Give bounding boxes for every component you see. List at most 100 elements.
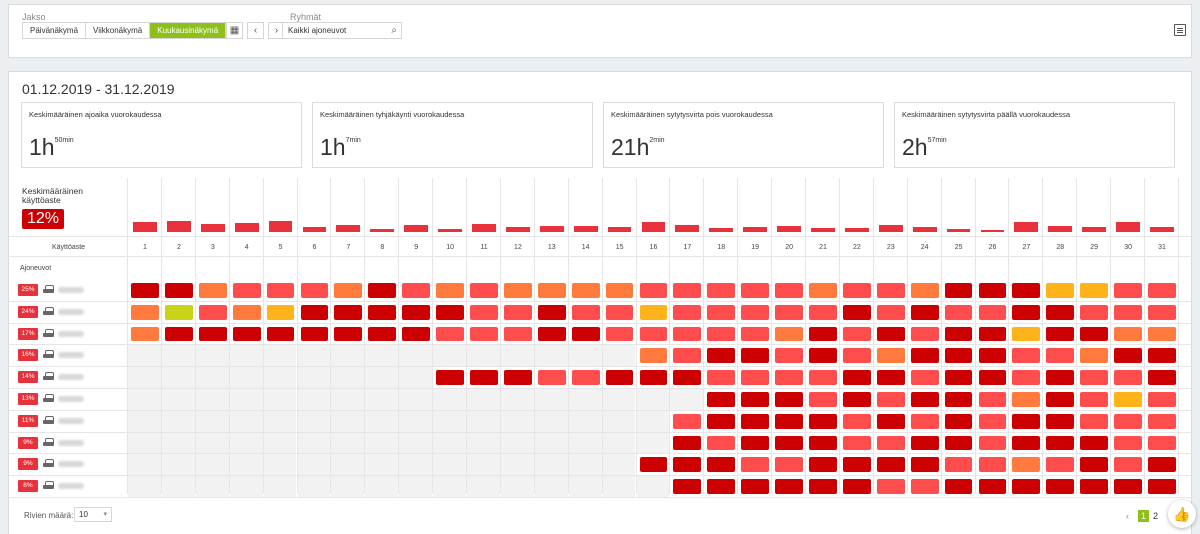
usage-cell[interactable] xyxy=(1046,435,1075,451)
usage-cell[interactable] xyxy=(673,348,702,364)
usage-cell[interactable] xyxy=(537,283,566,298)
usage-cell[interactable] xyxy=(334,283,363,298)
usage-cell[interactable] xyxy=(944,326,973,342)
usage-cell[interactable] xyxy=(978,435,1007,451)
usage-cell[interactable] xyxy=(1114,479,1142,494)
usage-cell[interactable] xyxy=(775,435,803,451)
usage-cell[interactable] xyxy=(876,348,905,364)
usage-cell[interactable] xyxy=(809,435,837,451)
usage-cell[interactable] xyxy=(1046,370,1075,385)
usage-cell[interactable] xyxy=(775,392,803,407)
usage-cell[interactable] xyxy=(1046,283,1075,298)
chevron-left-icon[interactable]: ‹ xyxy=(1126,511,1129,521)
usage-cell[interactable] xyxy=(707,479,736,494)
usage-cell[interactable] xyxy=(741,413,770,429)
usage-cell[interactable] xyxy=(842,392,871,407)
usage-cell[interactable] xyxy=(334,304,363,320)
usage-cell[interactable] xyxy=(775,348,803,364)
usage-cell[interactable] xyxy=(707,392,736,407)
usage-cell[interactable] xyxy=(436,370,464,385)
usage-cell[interactable] xyxy=(876,304,905,320)
usage-cell[interactable] xyxy=(571,370,600,385)
usage-cell[interactable] xyxy=(978,479,1007,494)
usage-cell[interactable] xyxy=(741,457,770,473)
usage-cell[interactable] xyxy=(707,326,736,342)
usage-cell[interactable] xyxy=(131,283,159,298)
usage-cell[interactable] xyxy=(1148,392,1176,407)
usage-cell[interactable] xyxy=(944,304,973,320)
usage-cell[interactable] xyxy=(944,370,973,385)
usage-cell[interactable] xyxy=(910,283,939,298)
usage-cell[interactable] xyxy=(809,283,837,298)
usage-cell[interactable] xyxy=(876,435,905,451)
usage-cell[interactable] xyxy=(978,370,1007,385)
usage-cell[interactable] xyxy=(436,304,464,320)
usage-cell[interactable] xyxy=(537,370,566,385)
usage-cell[interactable] xyxy=(1114,348,1142,364)
usage-cell[interactable] xyxy=(842,304,871,320)
usage-cell[interactable] xyxy=(1012,392,1041,407)
usage-cell[interactable] xyxy=(707,413,736,429)
usage-cell[interactable] xyxy=(707,435,736,451)
usage-cell[interactable] xyxy=(1080,479,1109,494)
usage-cell[interactable] xyxy=(232,304,261,320)
usage-cell[interactable] xyxy=(910,392,939,407)
usage-cell[interactable] xyxy=(639,370,668,385)
vehicle-plate[interactable] xyxy=(58,352,84,359)
usage-cell[interactable] xyxy=(198,283,227,298)
usage-cell[interactable] xyxy=(164,326,193,342)
usage-cell[interactable] xyxy=(910,413,939,429)
usage-cell[interactable] xyxy=(571,304,600,320)
usage-cell[interactable] xyxy=(402,326,431,342)
usage-cell[interactable] xyxy=(470,326,498,342)
usage-cell[interactable] xyxy=(1148,457,1176,473)
usage-cell[interactable] xyxy=(910,457,939,473)
usage-cell[interactable] xyxy=(673,304,702,320)
usage-cell[interactable] xyxy=(673,435,702,451)
usage-cell[interactable] xyxy=(707,370,736,385)
usage-cell[interactable] xyxy=(1148,413,1176,429)
usage-cell[interactable] xyxy=(1012,413,1041,429)
chevron-left-icon[interactable]: ‹ xyxy=(247,22,264,39)
vehicle-plate[interactable] xyxy=(58,461,84,468)
vehicle-plate[interactable] xyxy=(58,483,84,490)
usage-cell[interactable] xyxy=(131,304,159,320)
usage-cell[interactable] xyxy=(775,370,803,385)
usage-cell[interactable] xyxy=(164,304,193,320)
usage-cell[interactable] xyxy=(300,283,329,298)
usage-cell[interactable] xyxy=(741,435,770,451)
usage-cell[interactable] xyxy=(673,283,702,298)
day-view-button[interactable]: Päivänäkymä xyxy=(23,23,87,38)
usage-cell[interactable] xyxy=(775,479,803,494)
usage-cell[interactable] xyxy=(300,304,329,320)
usage-cell[interactable] xyxy=(842,413,871,429)
usage-cell[interactable] xyxy=(809,326,837,342)
usage-cell[interactable] xyxy=(944,413,973,429)
usage-cell[interactable] xyxy=(1080,370,1109,385)
usage-cell[interactable] xyxy=(1080,348,1109,364)
usage-cell[interactable] xyxy=(876,457,905,473)
usage-cell[interactable] xyxy=(842,370,871,385)
usage-cell[interactable] xyxy=(1148,326,1176,342)
usage-cell[interactable] xyxy=(944,457,973,473)
rows-select[interactable]: 10 xyxy=(74,507,112,522)
usage-cell[interactable] xyxy=(470,370,498,385)
usage-cell[interactable] xyxy=(402,304,431,320)
week-view-button[interactable]: Viikkonäkymä xyxy=(86,23,151,38)
usage-cell[interactable] xyxy=(944,479,973,494)
usage-cell[interactable] xyxy=(1148,348,1176,364)
usage-cell[interactable] xyxy=(605,304,634,320)
usage-cell[interactable] xyxy=(266,283,295,298)
usage-cell[interactable] xyxy=(775,326,803,342)
usage-cell[interactable] xyxy=(775,413,803,429)
usage-cell[interactable] xyxy=(978,457,1007,473)
usage-cell[interactable] xyxy=(1012,479,1041,494)
usage-cell[interactable] xyxy=(876,479,905,494)
usage-cell[interactable] xyxy=(1080,283,1109,298)
vehicle-plate[interactable] xyxy=(58,439,84,446)
usage-cell[interactable] xyxy=(809,370,837,385)
usage-cell[interactable] xyxy=(334,326,363,342)
usage-cell[interactable] xyxy=(1114,392,1142,407)
usage-cell[interactable] xyxy=(910,326,939,342)
usage-cell[interactable] xyxy=(503,283,532,298)
